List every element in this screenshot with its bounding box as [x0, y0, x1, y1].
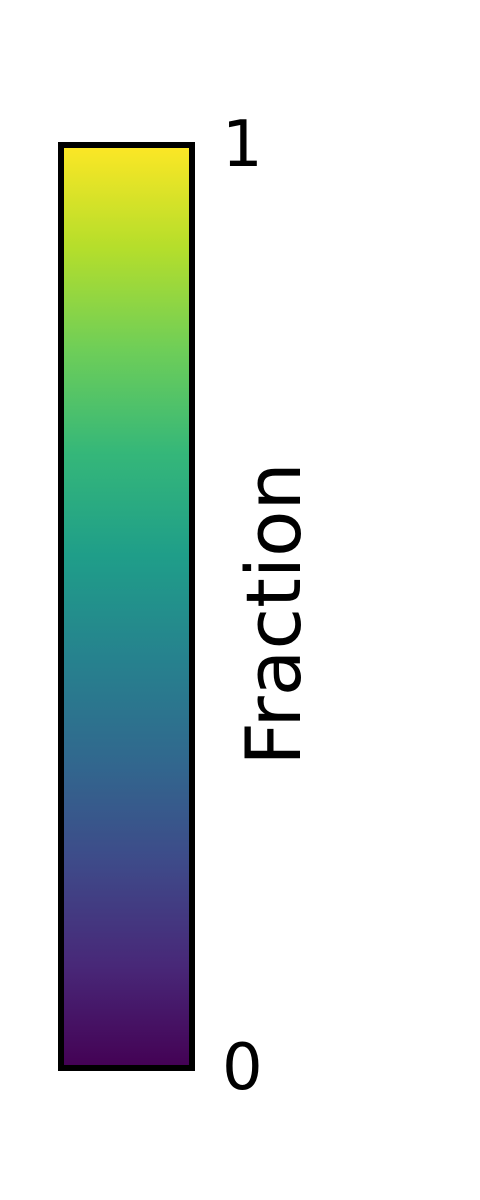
- colorbar-outline: [58, 142, 195, 1071]
- colorbar-ticks: 01: [222, 108, 263, 1105]
- tick-label-1: 1: [222, 108, 263, 182]
- colorbar-label: Fraction: [229, 462, 318, 765]
- colorbar-gradient: [61, 145, 192, 1068]
- tick-label-0: 0: [222, 1031, 263, 1105]
